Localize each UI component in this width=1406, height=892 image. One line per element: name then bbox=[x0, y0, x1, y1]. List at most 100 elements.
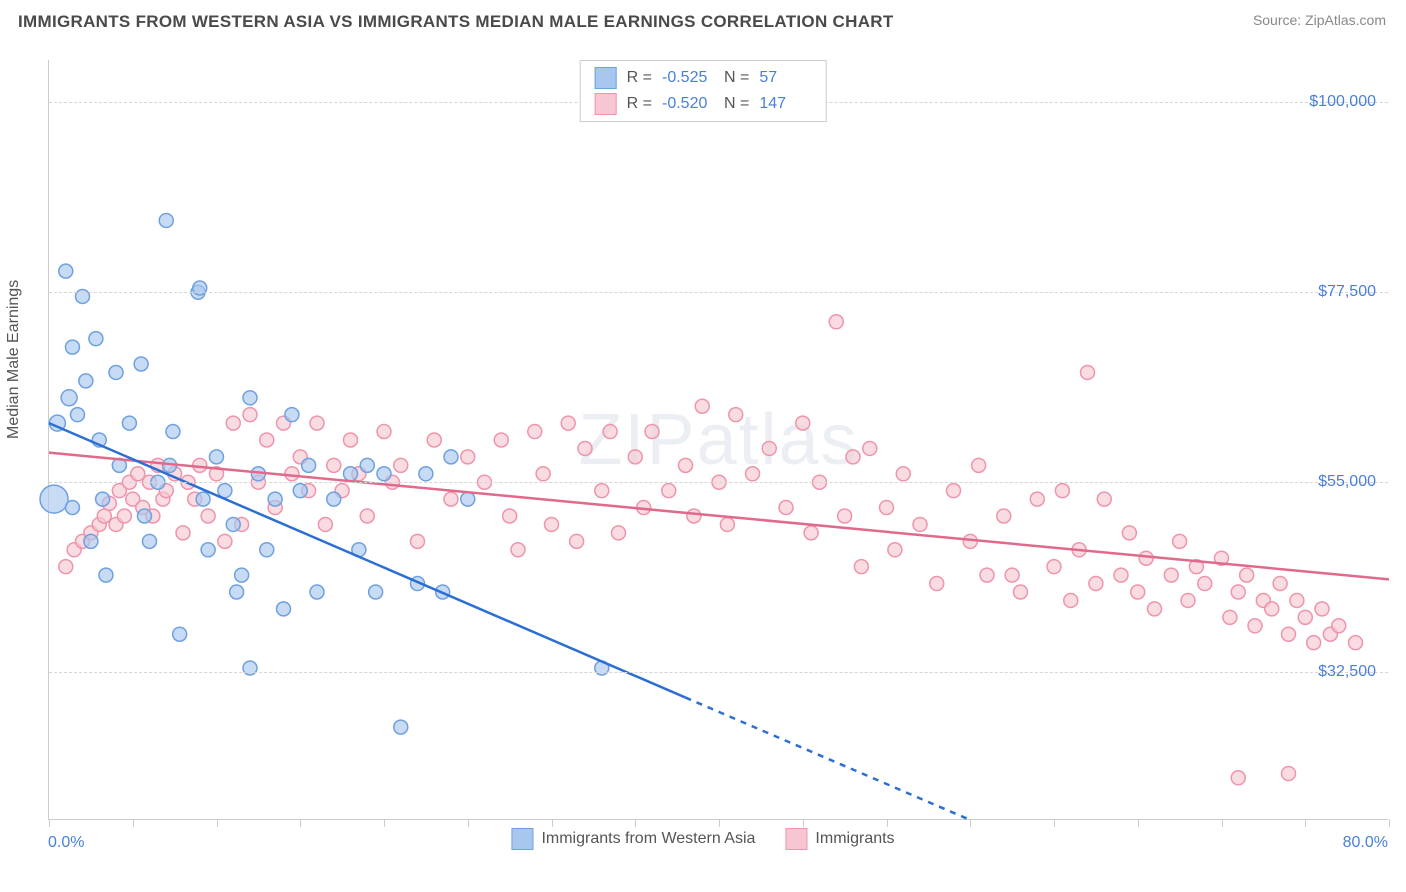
data-point bbox=[394, 720, 408, 734]
data-point bbox=[109, 365, 123, 379]
gridline bbox=[49, 672, 1388, 673]
data-point bbox=[411, 534, 425, 548]
gridline bbox=[49, 292, 1388, 293]
data-point bbox=[360, 509, 374, 523]
data-point bbox=[1332, 619, 1346, 633]
data-point bbox=[137, 509, 151, 523]
data-point bbox=[804, 526, 818, 540]
trend-line bbox=[686, 698, 971, 820]
swatch-pink bbox=[595, 93, 617, 115]
data-point bbox=[1298, 610, 1312, 624]
data-point bbox=[377, 425, 391, 439]
data-point bbox=[1114, 568, 1128, 582]
x-max-label: 80.0% bbox=[1343, 834, 1388, 852]
data-point bbox=[578, 441, 592, 455]
data-point bbox=[310, 416, 324, 430]
data-point bbox=[210, 450, 224, 464]
data-point bbox=[230, 585, 244, 599]
data-point bbox=[536, 467, 550, 481]
x-min-label: 0.0% bbox=[48, 834, 84, 852]
x-tick bbox=[468, 819, 469, 827]
data-point bbox=[277, 602, 291, 616]
data-point bbox=[79, 374, 93, 388]
x-tick bbox=[552, 819, 553, 827]
stats-row-pink: R = -0.520 N = 147 bbox=[595, 91, 812, 117]
data-point bbox=[628, 450, 642, 464]
data-point bbox=[40, 485, 68, 513]
data-point bbox=[70, 408, 84, 422]
data-point bbox=[1315, 602, 1329, 616]
data-point bbox=[201, 509, 215, 523]
y-tick-label: $32,500 bbox=[1318, 663, 1376, 681]
x-tick bbox=[635, 819, 636, 827]
data-point bbox=[570, 534, 584, 548]
data-point bbox=[260, 543, 274, 557]
x-tick bbox=[970, 819, 971, 827]
data-point bbox=[720, 517, 734, 531]
plot-area: ZIPatlas $32,500$55,000$77,500$100,000 bbox=[48, 60, 1388, 820]
data-point bbox=[1231, 771, 1245, 785]
data-point bbox=[226, 416, 240, 430]
data-point bbox=[1181, 593, 1195, 607]
data-point bbox=[1164, 568, 1178, 582]
data-point bbox=[1282, 627, 1296, 641]
x-tick bbox=[49, 819, 50, 827]
data-point bbox=[293, 484, 307, 498]
data-point bbox=[268, 492, 282, 506]
data-point bbox=[61, 390, 77, 406]
data-point bbox=[196, 492, 210, 506]
swatch-blue bbox=[595, 67, 617, 89]
data-point bbox=[302, 458, 316, 472]
data-point bbox=[1248, 619, 1262, 633]
data-point bbox=[173, 627, 187, 641]
data-point bbox=[1131, 585, 1145, 599]
data-point bbox=[612, 526, 626, 540]
data-point bbox=[318, 517, 332, 531]
data-point bbox=[880, 501, 894, 515]
data-point bbox=[561, 416, 575, 430]
data-point bbox=[494, 433, 508, 447]
data-point bbox=[972, 458, 986, 472]
data-point bbox=[344, 467, 358, 481]
x-tick bbox=[719, 819, 720, 827]
source-link[interactable]: ZipAtlas.com bbox=[1305, 12, 1386, 28]
data-point bbox=[913, 517, 927, 531]
data-point bbox=[846, 450, 860, 464]
data-point bbox=[134, 357, 148, 371]
data-point bbox=[695, 399, 709, 413]
data-point bbox=[344, 433, 358, 447]
data-point bbox=[65, 340, 79, 354]
x-tick bbox=[887, 819, 888, 827]
data-point bbox=[779, 501, 793, 515]
data-point bbox=[1030, 492, 1044, 506]
source-label: Source: ZipAtlas.com bbox=[1253, 12, 1386, 28]
data-point bbox=[201, 543, 215, 557]
data-point bbox=[796, 416, 810, 430]
data-point bbox=[1005, 568, 1019, 582]
data-point bbox=[687, 509, 701, 523]
data-point bbox=[545, 517, 559, 531]
data-point bbox=[1282, 767, 1296, 781]
x-tick bbox=[1054, 819, 1055, 827]
data-point bbox=[1055, 484, 1069, 498]
data-point bbox=[143, 534, 157, 548]
data-point bbox=[176, 526, 190, 540]
data-point bbox=[243, 391, 257, 405]
data-point bbox=[1014, 585, 1028, 599]
data-point bbox=[829, 315, 843, 329]
swatch-pink bbox=[785, 828, 807, 850]
data-point bbox=[327, 492, 341, 506]
chart-title: IMMIGRANTS FROM WESTERN ASIA VS IMMIGRAN… bbox=[18, 12, 894, 32]
data-point bbox=[1148, 602, 1162, 616]
data-point bbox=[930, 577, 944, 591]
data-point bbox=[99, 568, 113, 582]
data-point bbox=[166, 425, 180, 439]
data-point bbox=[603, 425, 617, 439]
data-point bbox=[65, 501, 79, 515]
stats-row-blue: R = -0.525 N = 57 bbox=[595, 65, 812, 91]
data-point bbox=[226, 517, 240, 531]
data-point bbox=[444, 492, 458, 506]
data-point bbox=[427, 433, 441, 447]
legend-item-pink: Immigrants bbox=[785, 828, 894, 850]
data-point bbox=[997, 509, 1011, 523]
